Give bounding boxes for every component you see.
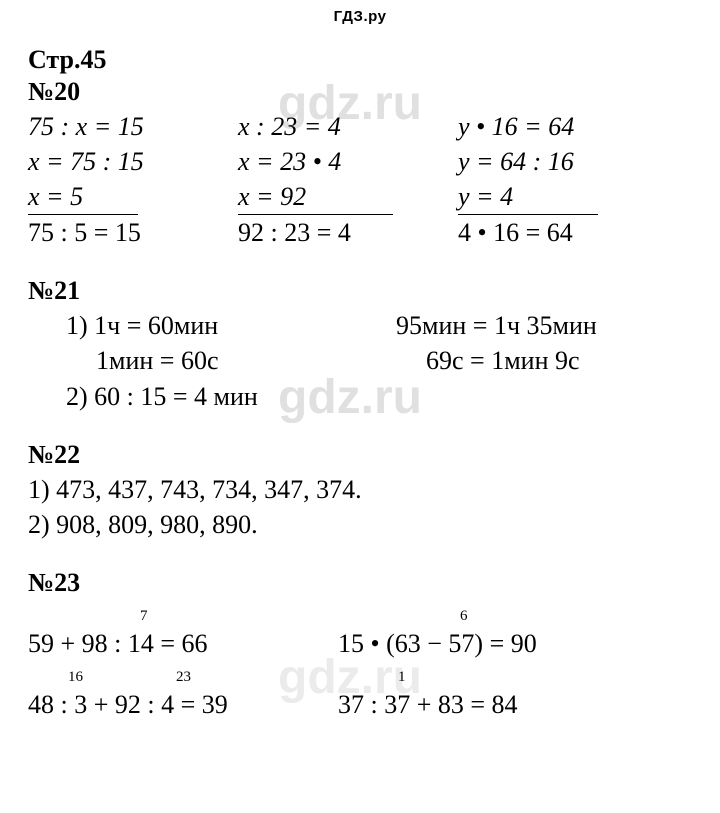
task22-row2: 2) 908, 809, 980, 890.	[28, 507, 692, 542]
site-header: ГДЗ.ру	[0, 0, 720, 25]
carry: 7	[140, 608, 148, 625]
eq: 92 : 23 = 4	[238, 215, 458, 250]
eq: 2) 60 : 15 = 4 мин	[66, 379, 258, 414]
eq: y • 16 = 64	[458, 109, 658, 144]
eq: 69с = 1мин 9с	[426, 343, 720, 378]
eq: 4 • 16 = 64	[458, 215, 658, 250]
eq: y = 4	[458, 179, 658, 215]
eq: 15 • (63 − 57) = 90	[338, 626, 638, 661]
task-20-label: №20	[28, 77, 692, 107]
eq: 59 + 98 : 14 = 66	[28, 626, 338, 661]
page-label: Стр.45	[28, 45, 692, 75]
carry: 23	[176, 669, 191, 686]
task23-row1: 59 + 98 : 14 = 66 15 • (63 − 57) = 90	[28, 626, 692, 661]
task21-row2: 1мин = 60с 69с = 1мин 9с	[28, 343, 692, 378]
eq: x : 23 = 4	[238, 109, 458, 144]
eq: 75 : 5 = 15	[28, 215, 238, 250]
task21-row3: 2) 60 : 15 = 4 мин	[28, 379, 692, 414]
eq: x = 92	[238, 179, 458, 215]
carry: 6	[460, 608, 468, 625]
task22-row1: 1) 473, 437, 743, 734, 347, 374.	[28, 472, 692, 507]
eq: 75 : x = 15	[28, 109, 238, 144]
eq: 1мин = 60с	[66, 343, 426, 378]
carry: 1	[398, 669, 406, 686]
task23-carry2: 16 23 1	[28, 661, 692, 687]
task23-row2: 48 : 3 + 92 : 4 = 39 37 : 37 + 83 = 84	[28, 687, 692, 722]
task-23-label: №23	[28, 568, 692, 598]
task23-carry1: 7 6	[28, 600, 692, 626]
eq: x = 5	[28, 179, 238, 215]
eq: x = 23 • 4	[238, 144, 458, 179]
eq: 1) 1ч = 60мин	[66, 308, 396, 343]
eq: 2) 908, 809, 980, 890.	[28, 507, 258, 542]
page-content: Стр.45 №20 75 : x = 15 x : 23 = 4 y • 16…	[0, 25, 720, 722]
eq: 37 : 37 + 83 = 84	[338, 687, 638, 722]
task-22-label: №22	[28, 440, 692, 470]
task20-row3: x = 5 x = 92 y = 4	[28, 179, 692, 215]
eq: y = 64 : 16	[458, 144, 658, 179]
task-21-label: №21	[28, 276, 692, 306]
eq: 48 : 3 + 92 : 4 = 39	[28, 687, 338, 722]
eq: 1) 473, 437, 743, 734, 347, 374.	[28, 472, 362, 507]
task20-row1: 75 : x = 15 x : 23 = 4 y • 16 = 64	[28, 109, 692, 144]
task20-row2: x = 75 : 15 x = 23 • 4 y = 64 : 16	[28, 144, 692, 179]
task20-row4: 75 : 5 = 15 92 : 23 = 4 4 • 16 = 64	[28, 215, 692, 250]
eq: x = 75 : 15	[28, 144, 238, 179]
task21-row1: 1) 1ч = 60мин 95мин = 1ч 35мин	[28, 308, 692, 343]
carry: 16	[68, 669, 83, 686]
eq: 95мин = 1ч 35мин	[396, 308, 696, 343]
